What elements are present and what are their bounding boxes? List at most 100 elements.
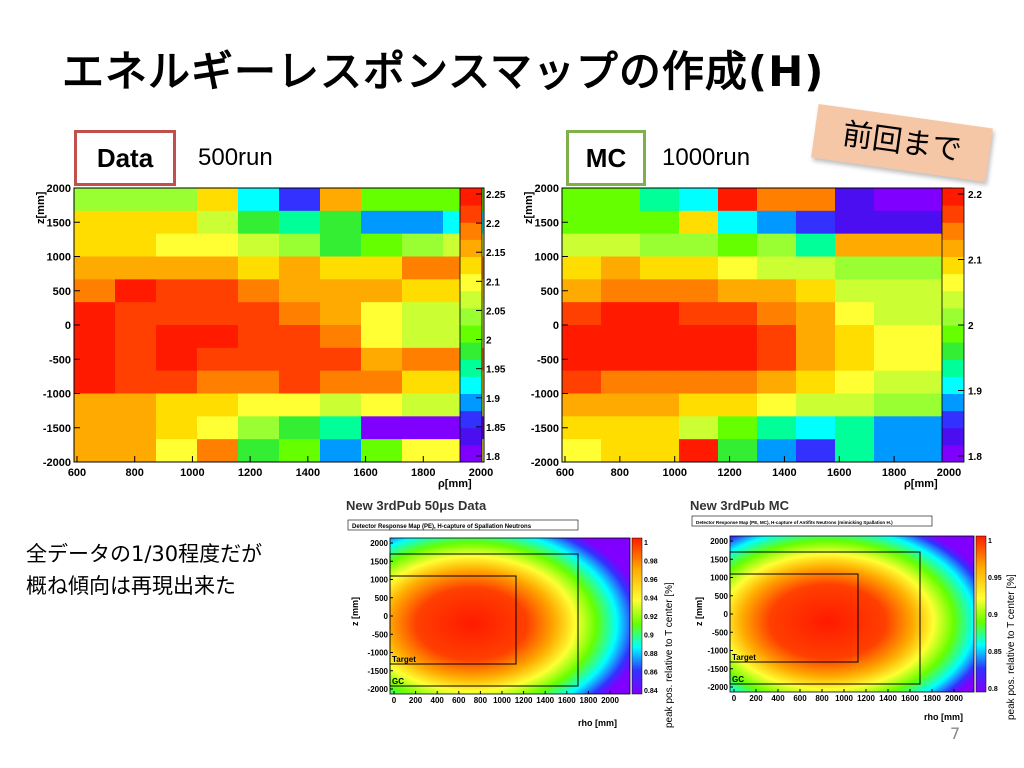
mc-map-colorbar-tick-label: 1.9 <box>968 387 982 398</box>
mc-map-xtick-label: 800 <box>611 467 629 479</box>
data-map-xtick-label: 1200 <box>238 467 262 479</box>
mc-map-colorbar-segment <box>942 205 964 223</box>
data-map-cell <box>156 347 198 372</box>
mc-map-cell <box>601 210 641 235</box>
data-map-cell <box>238 233 280 257</box>
new-data-map-colorbar-ticks: 1 0.98 0.96 0.94 0.92 0.9 0.88 0.86 0.84 <box>644 540 658 695</box>
mc-map-cell <box>874 416 914 440</box>
mc-map-xtitle: ρ[mm] <box>904 478 938 490</box>
new-data-map-ytick-label: -2000 <box>368 685 389 694</box>
mc-map-xtick-label: 1400 <box>772 467 796 479</box>
summary-note: 全データの1/30程度だが 概ね傾向は再現出来た <box>26 538 262 602</box>
data-map-cell <box>238 210 280 235</box>
data-map-cell <box>197 393 239 417</box>
data-map-cell <box>402 370 444 394</box>
new-mc-map-yticks: 2000 1500 1000 500 0 -500 -1000 -1500 -2000 <box>708 537 733 692</box>
data-map-colorbar-segment <box>460 307 482 326</box>
mc-map-cell <box>757 233 797 257</box>
new-mc-map: New 3rdPub MC Detector Response Map (PE,… <box>690 498 1017 722</box>
mc-map-cell <box>835 393 875 417</box>
mc-map-xtick-label: 1200 <box>717 467 741 479</box>
mc-map-cell <box>562 347 602 372</box>
mc-map-ytick-label: -500 <box>537 354 559 366</box>
data-map-cell <box>402 416 444 440</box>
data-map-xtick-label: 1600 <box>353 467 377 479</box>
data-map-cell <box>361 393 403 417</box>
data-map-cell <box>74 302 116 326</box>
mc-map-colorbar-segment <box>942 359 964 377</box>
mc-map-cell <box>757 325 797 349</box>
data-map-cell <box>320 188 362 212</box>
data-map-cell <box>197 325 239 349</box>
new-mc-map-colorbar-ticks: 1 0.95 0.9 0.85 0.8 <box>988 538 1002 693</box>
data-map-colorbar-segment <box>460 325 482 343</box>
data-map-cell <box>402 302 444 326</box>
data-map-cell <box>74 439 116 463</box>
mc-map-cell <box>796 302 836 326</box>
data-map-cell <box>238 347 280 372</box>
new-mc-map-ytick-label: 2000 <box>710 537 728 546</box>
mc-map-cell <box>874 370 914 394</box>
new-data-map-ytitle: z [mm] <box>350 597 360 626</box>
data-map-cell <box>320 370 362 394</box>
data-map-ytick-label: -500 <box>49 354 71 366</box>
data-map-colorbar-segment <box>460 256 482 275</box>
mc-map-colorbar-tick-label: 2.1 <box>968 256 982 267</box>
mc-map-cell <box>835 439 875 463</box>
data-map-colorbar-segment <box>460 444 482 463</box>
new-mc-map-ytick-label: -1500 <box>708 665 729 674</box>
summary-note-line2: 概ね傾向は再現出来た <box>26 574 236 598</box>
mc-map-colorbar-segment <box>942 410 964 429</box>
mc-map-cell <box>874 302 914 326</box>
data-map-cell <box>402 279 444 303</box>
new-data-map-xtick-label: 2000 <box>601 696 619 705</box>
data-map-cell <box>197 256 239 280</box>
data-map-cell <box>156 279 198 303</box>
data-map-cell <box>279 416 321 440</box>
new-mc-map-ytick-label: 500 <box>715 592 729 601</box>
new-data-map-ytick-label: 1500 <box>370 557 388 566</box>
new-data-map-ytick-label: 0 <box>384 612 389 621</box>
new-data-map-colorbar-tick-label: 0.84 <box>644 688 658 695</box>
data-map-xtick-label: 600 <box>68 467 86 479</box>
data-map-cell <box>197 233 239 257</box>
new-mc-map-ytick-label: 1500 <box>710 555 728 564</box>
new-data-map-target-label: Target <box>392 655 416 664</box>
new-mc-map-xtick-label: 800 <box>815 694 829 703</box>
mc-map-cell <box>835 210 875 235</box>
mc-map-colorbar-segment <box>942 290 964 309</box>
data-map-xticks: 600 800 1000 1200 1400 1600 1800 2000 <box>68 456 493 479</box>
mc-map-cell <box>835 256 875 280</box>
mc-map-ytick-label: 1000 <box>535 252 559 264</box>
data-map-cell <box>156 233 198 257</box>
mc-map-cells <box>562 188 953 463</box>
data-map-cell <box>115 256 157 280</box>
data-map-cell <box>156 256 198 280</box>
data-map-ytick-label: 2000 <box>47 183 71 195</box>
data-map-ytick-label: 500 <box>53 286 71 298</box>
new-data-map-colorbar-tick-label: 0.96 <box>644 577 658 584</box>
mc-map-cell <box>601 233 641 257</box>
new-mc-map-target-label: Target <box>732 653 756 662</box>
data-map-cell <box>238 302 280 326</box>
mc-map-colorbar-segment <box>942 188 964 206</box>
data-map-colorbar-segment <box>460 427 482 446</box>
new-mc-map-gc-label: GC <box>732 675 744 684</box>
mc-map-cell <box>601 256 641 280</box>
mc-map-ytick-label: 500 <box>541 286 559 298</box>
mc-map-cell <box>718 210 758 235</box>
mc-map-cell <box>796 393 836 417</box>
new-data-map-xticks: 0 200 400 600 800 1000 1200 1400 1600 1800 2000 <box>392 691 619 705</box>
new-mc-map-colorbar <box>975 535 987 693</box>
new-mc-map-colorbar-tick-label: 0.85 <box>988 649 1002 656</box>
mc-map-xtick-label: 1800 <box>882 467 906 479</box>
mc-map-cell <box>601 188 641 212</box>
mc-map-cell <box>796 233 836 257</box>
new-data-map-colorbar-tick-label: 0.86 <box>644 670 658 677</box>
data-map-colorbar-segment <box>460 410 482 429</box>
data-map-cell <box>115 188 157 212</box>
mc-map-cell <box>679 279 719 303</box>
mc-map-cell <box>601 416 641 440</box>
mc-map-ytick-label: 1500 <box>535 217 559 229</box>
data-map-cell <box>156 302 198 326</box>
